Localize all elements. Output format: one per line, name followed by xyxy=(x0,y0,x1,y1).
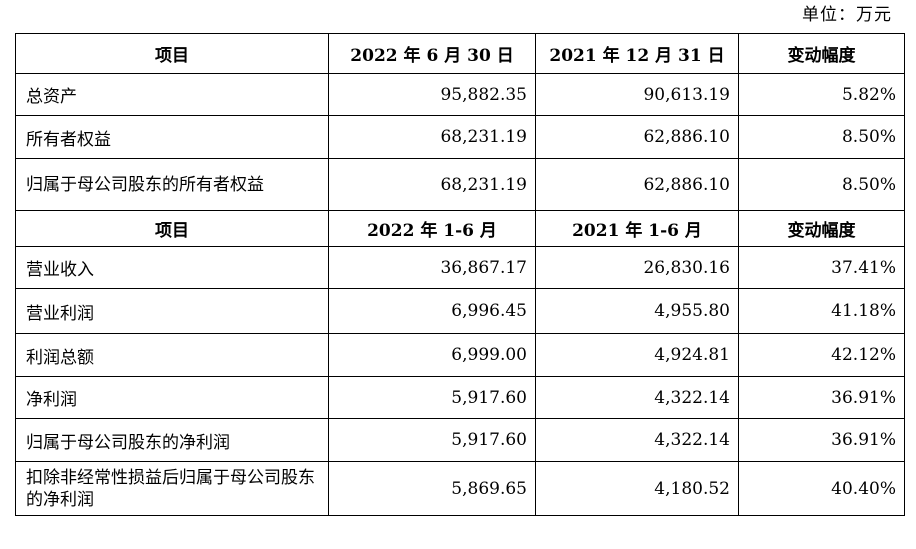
row-label: 总资产 xyxy=(15,73,329,116)
header-row-balance: 项目 2022 年 6 月 30 日 2021 年 12 月 31 日 变动幅度 xyxy=(15,33,905,74)
cell-current: 36,867.17 xyxy=(328,246,536,289)
table-row: 营业收入 36,867.17 26,830.16 37.41% xyxy=(15,246,905,289)
column-header-item: 项目 xyxy=(15,210,329,247)
cell-current: 5,917.60 xyxy=(328,376,536,419)
cell-current: 5,869.65 xyxy=(328,461,536,516)
cell-change: 40.40% xyxy=(738,461,905,516)
cell-change: 42.12% xyxy=(738,333,905,377)
row-label: 营业收入 xyxy=(15,246,329,289)
table-row: 总资产 95,882.35 90,613.19 5.82% xyxy=(15,73,905,116)
column-header-item: 项目 xyxy=(15,33,329,74)
cell-prior: 90,613.19 xyxy=(535,73,739,116)
cell-current: 6,999.00 xyxy=(328,333,536,377)
cell-prior: 4,322.14 xyxy=(535,418,739,462)
cell-change: 36.91% xyxy=(738,418,905,462)
cell-change: 41.18% xyxy=(738,288,905,334)
column-header-2021-h1: 2021 年 1-6 月 xyxy=(535,210,739,247)
cell-change: 37.41% xyxy=(738,246,905,289)
row-label: 归属于母公司股东的所有者权益 xyxy=(15,158,329,211)
cell-prior: 4,180.52 xyxy=(535,461,739,516)
row-label: 扣除非经常性损益后归属于母公司股东的净利润 xyxy=(15,461,329,516)
table-row: 营业利润 6,996.45 4,955.80 41.18% xyxy=(15,288,905,334)
cell-change: 8.50% xyxy=(738,158,905,211)
cell-change: 36.91% xyxy=(738,376,905,419)
column-header-2021-12-31: 2021 年 12 月 31 日 xyxy=(535,33,739,74)
column-header-2022-06-30: 2022 年 6 月 30 日 xyxy=(328,33,536,74)
table-row: 扣除非经常性损益后归属于母公司股东的净利润 5,869.65 4,180.52 … xyxy=(15,461,905,516)
row-label: 营业利润 xyxy=(15,288,329,334)
column-header-2022-h1: 2022 年 1-6 月 xyxy=(328,210,536,247)
row-label: 净利润 xyxy=(15,376,329,419)
table-row: 利润总额 6,999.00 4,924.81 42.12% xyxy=(15,333,905,377)
cell-prior: 62,886.10 xyxy=(535,115,739,159)
table-row: 净利润 5,917.60 4,322.14 36.91% xyxy=(15,376,905,419)
cell-current: 68,231.19 xyxy=(328,158,536,211)
row-label: 归属于母公司股东的净利润 xyxy=(15,418,329,462)
financial-summary-table: 项目 2022 年 6 月 30 日 2021 年 12 月 31 日 变动幅度… xyxy=(15,33,905,516)
cell-prior: 4,924.81 xyxy=(535,333,739,377)
cell-current: 68,231.19 xyxy=(328,115,536,159)
column-header-change: 变动幅度 xyxy=(738,210,905,247)
cell-current: 95,882.35 xyxy=(328,73,536,116)
row-label: 所有者权益 xyxy=(15,115,329,159)
cell-change: 8.50% xyxy=(738,115,905,159)
table-row: 归属于母公司股东的净利润 5,917.60 4,322.14 36.91% xyxy=(15,418,905,462)
table-row: 所有者权益 68,231.19 62,886.10 8.50% xyxy=(15,115,905,159)
row-label: 利润总额 xyxy=(15,333,329,377)
cell-prior: 62,886.10 xyxy=(535,158,739,211)
cell-change: 5.82% xyxy=(738,73,905,116)
cell-prior: 4,322.14 xyxy=(535,376,739,419)
cell-prior: 26,830.16 xyxy=(535,246,739,289)
cell-current: 6,996.45 xyxy=(328,288,536,334)
unit-label: 单位：万元 xyxy=(802,5,892,25)
cell-current: 5,917.60 xyxy=(328,418,536,462)
cell-prior: 4,955.80 xyxy=(535,288,739,334)
table-row: 归属于母公司股东的所有者权益 68,231.19 62,886.10 8.50% xyxy=(15,158,905,211)
header-row-income: 项目 2022 年 1-6 月 2021 年 1-6 月 变动幅度 xyxy=(15,210,905,247)
column-header-change: 变动幅度 xyxy=(738,33,905,74)
